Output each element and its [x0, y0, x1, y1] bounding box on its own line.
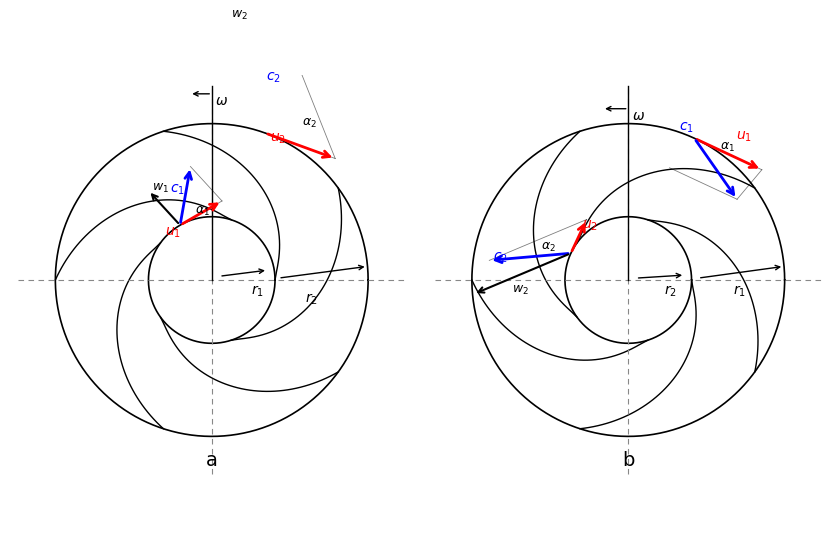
Text: $\omega$: $\omega$ [215, 94, 228, 108]
Text: $\alpha_2$: $\alpha_2$ [302, 116, 318, 130]
Text: $u_2$: $u_2$ [582, 219, 598, 234]
Text: $c_2$: $c_2$ [266, 71, 281, 85]
Text: $r_1$: $r_1$ [251, 284, 264, 299]
Text: $w_1$: $w_1$ [152, 181, 169, 195]
Text: $c_1$: $c_1$ [171, 182, 186, 197]
Text: $u_1$: $u_1$ [736, 129, 752, 143]
Text: $c_2$: $c_2$ [493, 250, 508, 265]
Text: $u_1$: $u_1$ [165, 225, 181, 240]
Text: $\omega$: $\omega$ [632, 109, 645, 123]
Text: $u_2$: $u_2$ [270, 132, 286, 147]
Text: $\alpha_1$: $\alpha_1$ [195, 205, 210, 218]
Text: a: a [206, 451, 218, 470]
Text: $c_1$: $c_1$ [680, 121, 695, 135]
Text: $\alpha_2$: $\alpha_2$ [541, 241, 556, 254]
Text: $w_2$: $w_2$ [230, 8, 247, 22]
Text: $r_2$: $r_2$ [664, 284, 676, 299]
Text: $\alpha_1$: $\alpha_1$ [721, 141, 735, 153]
Text: $r_2$: $r_2$ [305, 291, 318, 307]
Text: $r_1$: $r_1$ [732, 284, 745, 299]
Text: $w_2$: $w_2$ [512, 284, 529, 297]
Text: b: b [622, 451, 634, 470]
